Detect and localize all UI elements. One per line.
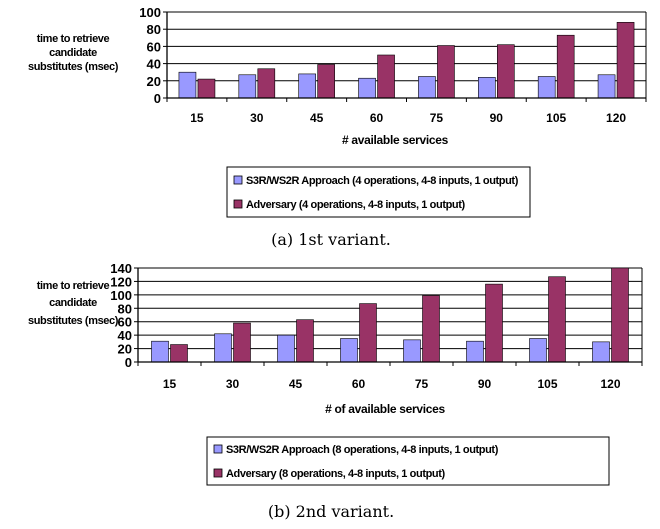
chart-2-y-tick-label: 20 (118, 342, 132, 357)
chart-2-x-tick-label: 90 (478, 377, 492, 391)
chart-2-bar-adversary-120 (611, 267, 629, 363)
chart-1-x-tick-label: 120 (606, 111, 626, 125)
chart-1-y-tick-label: 0 (154, 91, 161, 106)
chart-1-y-tick-label: 100 (139, 5, 161, 20)
chart-2-gridlines (138, 267, 642, 363)
chart-1-legend-box (226, 166, 531, 218)
chart-1-x-tick-label: 90 (490, 111, 504, 125)
chart-2-bar-s3r-ws2r-30 (214, 333, 232, 363)
chart-2-legend-label-1: S3R/WS2R Approach (8 operations, 4-8 inp… (226, 444, 499, 456)
chart-2-x-tick-label: 120 (600, 377, 620, 391)
chart-1-x-tick-label: 75 (430, 111, 444, 125)
chart-2-y-tick-label: 60 (118, 315, 132, 330)
chart-2-x-tick-label: 15 (163, 377, 177, 391)
chart-2-bar-adversary-30 (233, 322, 251, 363)
chart-2-legend-swatch-2 (213, 468, 223, 478)
chart-2-axes (134, 267, 643, 366)
chart-1-bar-adversary-120 (616, 22, 635, 99)
chart-1-bar-s3r-ws2r-90 (478, 77, 496, 99)
chart-1-caption: (a) 1st variant. (271, 230, 391, 249)
chart-1-y-tick-labels: 0 20 40 60 80 100 (139, 5, 161, 106)
chart-1-bar-adversary-90 (497, 44, 515, 99)
chart-1-x-tick-label: 105 (546, 111, 566, 125)
chart-2-legend: S3R/WS2R Approach (8 operations, 4-8 inp… (206, 436, 610, 486)
chart-1-bar-s3r-ws2r-75 (418, 76, 436, 99)
chart-1-bar-s3r-ws2r-30 (238, 74, 257, 99)
chart-2-legend-label-2: Adversary (8 operations, 4-8 inputs, 1 o… (226, 468, 445, 480)
chart-2-legend-swatch-1 (213, 444, 223, 454)
chart-1-bar-s3r-ws2r-105 (537, 76, 556, 99)
chart-2-y-axis-title: time to retrieve candidate substitutes (… (28, 280, 119, 327)
chart-2-y-tick-label: 100 (110, 288, 132, 303)
chart-2-bar-adversary-105 (548, 276, 566, 363)
chart-1-bar-adversary-45 (317, 64, 335, 99)
chart-2-bar-s3r-ws2r-15 (151, 340, 169, 363)
chart-2-y-tick-label: 80 (118, 301, 132, 316)
chart-2-x-tick-label: 60 (352, 377, 366, 391)
chart-2-x-tick-label: 30 (226, 377, 240, 391)
chart-2-y-tick-label: 140 (110, 261, 132, 276)
chart-1-x-tick-label: 45 (310, 111, 324, 125)
chart-1-y-tick-label: 40 (147, 57, 161, 72)
chart-2-x-axis-title: # of available services (325, 402, 445, 416)
chart-1-y-axis-title: time to retrieve candidate substitutes (… (28, 33, 119, 73)
chart-1-bar-adversary-15 (197, 78, 216, 99)
chart-2-bar-adversary-75 (422, 295, 440, 363)
chart-1-bar-adversary-60 (377, 54, 395, 99)
chart-2-bar-adversary-15 (170, 344, 188, 363)
chart-2-x-tick-label: 45 (289, 377, 303, 391)
chart-1-x-tick-label: 60 (370, 111, 384, 125)
chart-1-legend: S3R/WS2R Approach (4 operations, 4-8 inp… (226, 166, 531, 218)
chart-1-bar-s3r-ws2r-60 (358, 77, 376, 99)
chart-1: time to retrieve candidate substitutes (… (28, 5, 647, 249)
chart-2-bar-s3r-ws2r-120 (592, 341, 610, 363)
chart-2-bar-adversary-60 (359, 303, 377, 363)
chart-1-y-tick-label: 20 (147, 74, 161, 89)
chart-2-bar-s3r-ws2r-90 (466, 340, 484, 363)
chart-1-bar-adversary-105 (556, 34, 575, 99)
chart-1-axes (163, 11, 647, 102)
chart-1-x-axis-title: # available services (342, 133, 449, 147)
chart-2-y-tick-label: 40 (118, 328, 132, 343)
chart-1-bar-s3r-ws2r-15 (178, 71, 197, 99)
chart-1-legend-swatch-1 (233, 175, 243, 185)
chart-2-y-tick-label: 120 (110, 274, 132, 289)
chart-1-bar-adversary-30 (257, 68, 276, 99)
chart-1-x-tick-label: 30 (250, 111, 264, 125)
chart-2-bar-s3r-ws2r-75 (403, 339, 421, 363)
chart-1-x-tick-label: 15 (190, 111, 204, 125)
chart-2-x-tick-labels: 15 30 45 60 75 90 105 120 (163, 377, 621, 391)
chart-2-bar-s3r-ws2r-60 (340, 338, 358, 363)
chart-2-y-tick-label: 0 (125, 355, 132, 370)
chart-1-legend-label-1: S3R/WS2R Approach (4 operations, 4-8 inp… (246, 175, 519, 187)
chart-2-bar-adversary-90 (485, 283, 503, 363)
chart-2-bars (151, 267, 629, 363)
chart-1-bar-s3r-ws2r-45 (298, 73, 316, 99)
chart-1-ylabel-line-3: substitutes (msec) (28, 61, 119, 73)
chart-1-legend-swatch-2 (233, 199, 243, 209)
chart-1-ylabel-line-1: time to retrieve (37, 33, 110, 45)
chart-1-y-tick-label: 60 (147, 39, 161, 54)
chart-1-bar-s3r-ws2r-120 (597, 74, 616, 99)
chart-1-bars (178, 22, 635, 99)
chart-1-x-tick-labels: 15 30 45 60 75 90 105 120 (190, 111, 626, 125)
chart-1-ylabel-line-2: candidate (49, 47, 97, 59)
chart-1-legend-label-2: Adversary (4 operations, 4-8 inputs, 1 o… (246, 199, 465, 211)
chart-2-bar-s3r-ws2r-105 (529, 338, 547, 363)
chart-2-bar-s3r-ws2r-45 (277, 334, 295, 363)
chart-1-bar-adversary-75 (437, 45, 455, 99)
chart-2-ylabel-line-1: time to retrieve (37, 280, 110, 292)
chart-2: time to retrieve candidate substitutes (… (28, 261, 643, 521)
chart-2-x-tick-label: 75 (415, 377, 429, 391)
chart-2-ylabel-line-3: substitutes (msec) (28, 315, 119, 327)
chart-2-legend-box (206, 436, 610, 486)
chart-2-x-tick-label: 105 (537, 377, 557, 391)
chart-2-ylabel-line-2: candidate (49, 297, 97, 309)
chart-2-caption: (b) 2nd variant. (268, 502, 394, 521)
chart-2-bar-adversary-45 (296, 319, 314, 363)
chart-1-y-tick-label: 80 (147, 22, 161, 37)
